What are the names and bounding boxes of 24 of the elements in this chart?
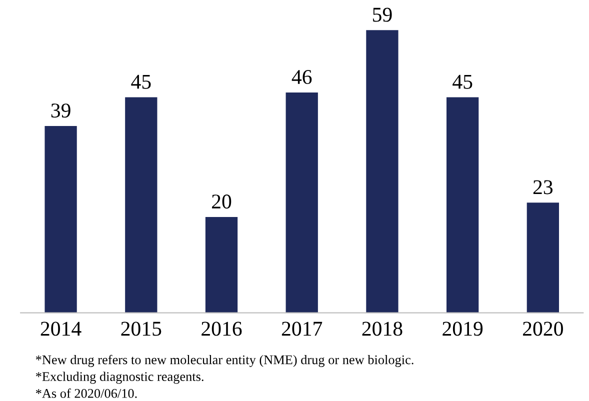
data-label: 45 — [131, 74, 151, 89]
bar — [366, 30, 398, 313]
data-label: 20 — [212, 194, 232, 209]
x-tick-label: 2015 — [121, 322, 162, 336]
x-tick-label: 2019 — [442, 322, 483, 336]
x-tick-label: 2018 — [362, 322, 402, 336]
bar — [286, 92, 318, 313]
data-label: 59 — [373, 8, 392, 22]
data-label: 23 — [533, 180, 553, 194]
x-tick-label: 2016 — [202, 322, 242, 336]
bar — [205, 216, 238, 313]
bar — [125, 97, 158, 313]
bar — [446, 97, 479, 313]
text: *Excluding diagnostic reagents. — [36, 372, 204, 384]
data-label: 45 — [452, 74, 472, 89]
data-label: 46 — [292, 70, 312, 84]
x-tick-label: 2020 — [523, 322, 563, 336]
text: *As of 2020/06/10. — [36, 388, 137, 398]
text: *New drug refers to new molecular entity (NME) drug or new biologic. — [36, 354, 414, 367]
bar — [44, 126, 77, 313]
bar — [526, 202, 560, 313]
data-label: 39 — [51, 104, 70, 118]
x-tick-label: 2017 — [282, 322, 322, 336]
x-tick-label: 2014 — [40, 322, 82, 336]
